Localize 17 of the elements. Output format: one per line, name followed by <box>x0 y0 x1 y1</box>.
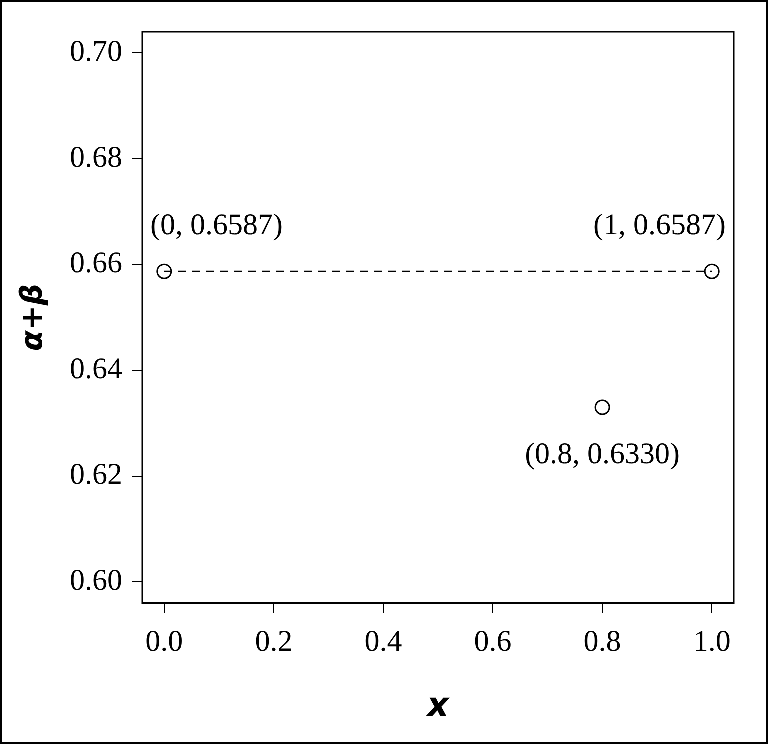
annotation: (0.8, 0.6330) <box>525 437 680 470</box>
annotation: (0, 0.6587) <box>150 208 283 242</box>
x-tick-label: 0.8 <box>584 625 622 658</box>
x-tick-label: 0.0 <box>146 625 184 658</box>
y-tick-label: 0.70 <box>70 35 122 68</box>
x-axis-title: x <box>425 685 450 726</box>
y-tick-label: 0.62 <box>70 458 122 492</box>
y-axis-title: α+β <box>14 284 50 352</box>
x-tick-label: 0.4 <box>364 625 402 658</box>
y-tick-label: 0.68 <box>70 140 122 174</box>
x-tick-label: 0.2 <box>255 625 293 658</box>
y-tick-label: 0.64 <box>70 352 122 386</box>
x-tick-label: 1.0 <box>693 625 731 658</box>
x-tick-label: 0.6 <box>474 625 512 658</box>
annotation: (1, 0.6587) <box>594 208 726 242</box>
y-tick-label: 0.66 <box>70 246 122 280</box>
y-tick-label: 0.60 <box>70 564 122 597</box>
